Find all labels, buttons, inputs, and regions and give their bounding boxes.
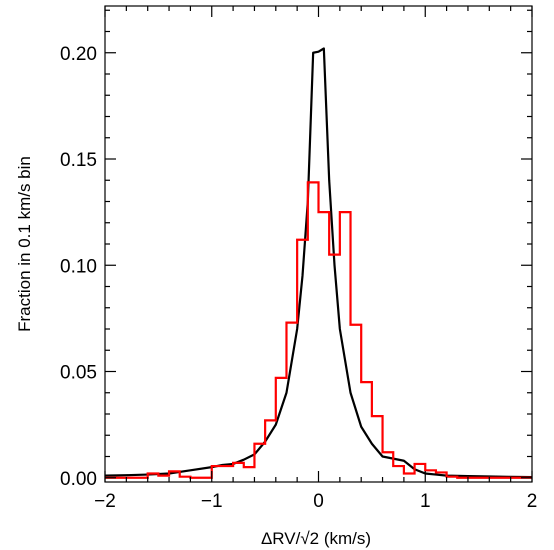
y-tick-label: 0.05: [60, 363, 97, 384]
x-tick-label: 0: [313, 491, 324, 512]
model-curve-line: [105, 47, 532, 479]
histogram-step-line: [105, 181, 532, 479]
x-axis-label: ΔRV/√2 (km/s): [261, 529, 371, 548]
y-tick-label: 0.10: [60, 256, 97, 277]
plot-frame: [104, 5, 533, 483]
x-tick-label: 1: [420, 491, 431, 512]
y-axis-label: Fraction in 0.1 km/s bin: [15, 156, 34, 332]
y-tick-label: 0.15: [60, 150, 97, 171]
y-tick-label: 0.00: [60, 469, 97, 490]
y-tick-label: 0.20: [60, 44, 97, 65]
x-tick-label: −2: [94, 491, 116, 512]
x-tick-label: −1: [201, 491, 223, 512]
x-tick-label: 2: [527, 491, 538, 512]
